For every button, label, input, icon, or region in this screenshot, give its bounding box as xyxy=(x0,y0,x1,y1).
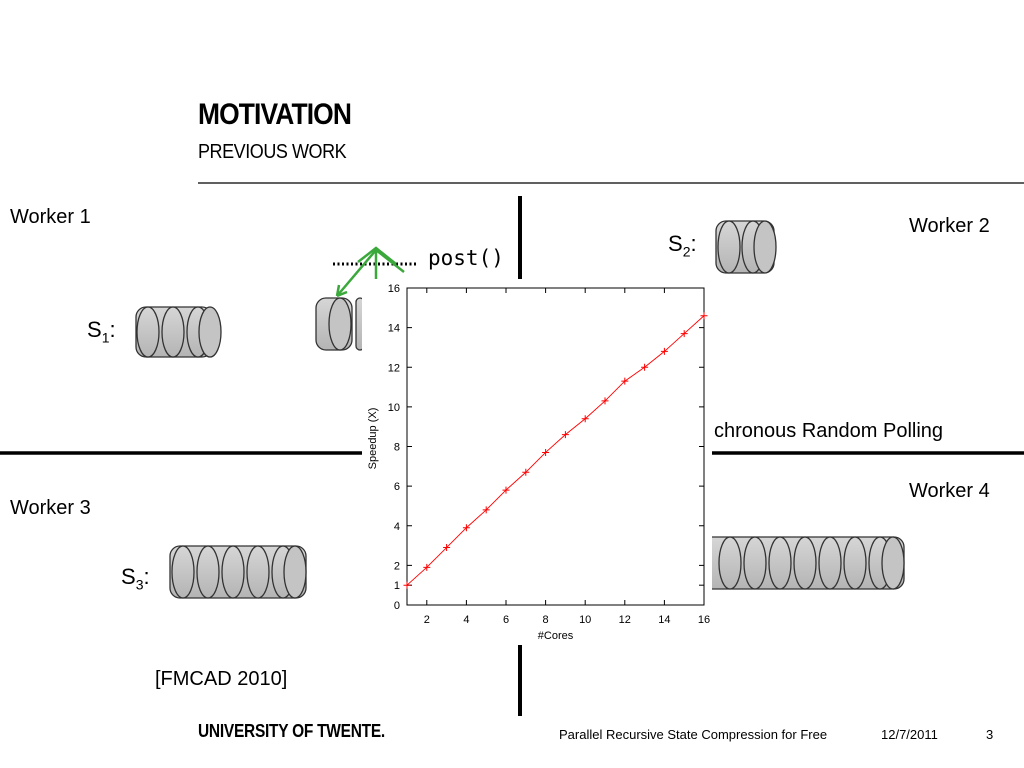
footer-presentation-title: Parallel Recursive State Compression for… xyxy=(559,727,828,742)
polling-text: chronous Random Polling xyxy=(714,420,944,442)
data-point xyxy=(641,363,649,371)
footer-date: 12/7/2011 xyxy=(881,727,938,742)
posted-disk xyxy=(315,297,365,351)
stack-s3 xyxy=(169,545,307,599)
y-tick-label: 14 xyxy=(388,323,400,335)
x-tick-label: 6 xyxy=(503,614,509,626)
y-tick-label: 10 xyxy=(388,402,400,414)
y-axis-label: Speedup (X) xyxy=(367,408,379,470)
citation: [FMCAD 2010] xyxy=(155,668,288,690)
x-tick-label: 12 xyxy=(619,614,631,626)
y-tick-label: 1 xyxy=(394,580,400,592)
data-point xyxy=(403,581,411,589)
y-tick-label: 4 xyxy=(394,521,400,533)
post-label: post() xyxy=(428,246,504,270)
x-tick-label: 14 xyxy=(658,614,670,626)
worker-3-label: Worker 3 xyxy=(10,497,91,519)
data-point xyxy=(522,468,530,476)
y-tick-label: 12 xyxy=(388,362,400,374)
stack-s1 xyxy=(135,306,222,358)
data-point xyxy=(502,486,510,494)
y-tick-label: 16 xyxy=(388,283,400,295)
data-point xyxy=(561,431,569,439)
worker-4-label: Worker 4 xyxy=(909,480,990,502)
data-point xyxy=(601,397,609,405)
stack-s2-label: S2: xyxy=(668,231,697,260)
stack-s1-label: S1: xyxy=(87,317,116,346)
y-tick-label: 6 xyxy=(394,481,400,493)
data-point xyxy=(423,563,431,571)
y-tick-label: 8 xyxy=(394,442,400,454)
y-tick-label: 0 xyxy=(394,600,400,612)
stack-s4 xyxy=(699,536,905,590)
y-tick-label: 2 xyxy=(394,560,400,572)
data-point xyxy=(443,544,451,552)
university-logo-text: UNIVERSITY OF TWENTE. xyxy=(198,721,385,741)
x-axis-label: #Cores xyxy=(538,630,574,642)
series-line xyxy=(406,315,705,586)
x-tick-label: 2 xyxy=(424,614,430,626)
speedup-chart: 2 4 6 8 10 12 14 16 0 1 2 4 6 8 10 12 14 16 #Cores Speedup … xyxy=(362,279,712,645)
data-point xyxy=(542,448,550,456)
data-point xyxy=(660,347,668,355)
data-point xyxy=(482,506,490,514)
page-title: MOTIVATION xyxy=(198,98,352,131)
data-point xyxy=(621,377,629,385)
data-point xyxy=(700,312,708,320)
x-tick-label: 4 xyxy=(463,614,469,626)
worker-2-label: Worker 2 xyxy=(909,215,990,237)
x-tick-label: 8 xyxy=(543,614,549,626)
x-tick-label: 16 xyxy=(698,614,710,626)
data-point xyxy=(581,415,589,423)
data-point xyxy=(462,524,470,532)
post-arrows xyxy=(335,246,405,298)
footer-page-number: 3 xyxy=(986,727,994,742)
data-point xyxy=(680,330,688,338)
stack-s2 xyxy=(715,220,777,274)
speedup-chart-svg: 2 4 6 8 10 12 14 1601246810121416#CoresSpeedup … xyxy=(367,283,710,642)
page-subtitle: PREVIOUS WORK xyxy=(198,141,347,163)
stack-s3-label: S3: xyxy=(121,564,150,593)
worker-1-label: Worker 1 xyxy=(10,206,91,228)
plot-frame xyxy=(406,287,705,606)
x-tick-label: 10 xyxy=(579,614,591,626)
